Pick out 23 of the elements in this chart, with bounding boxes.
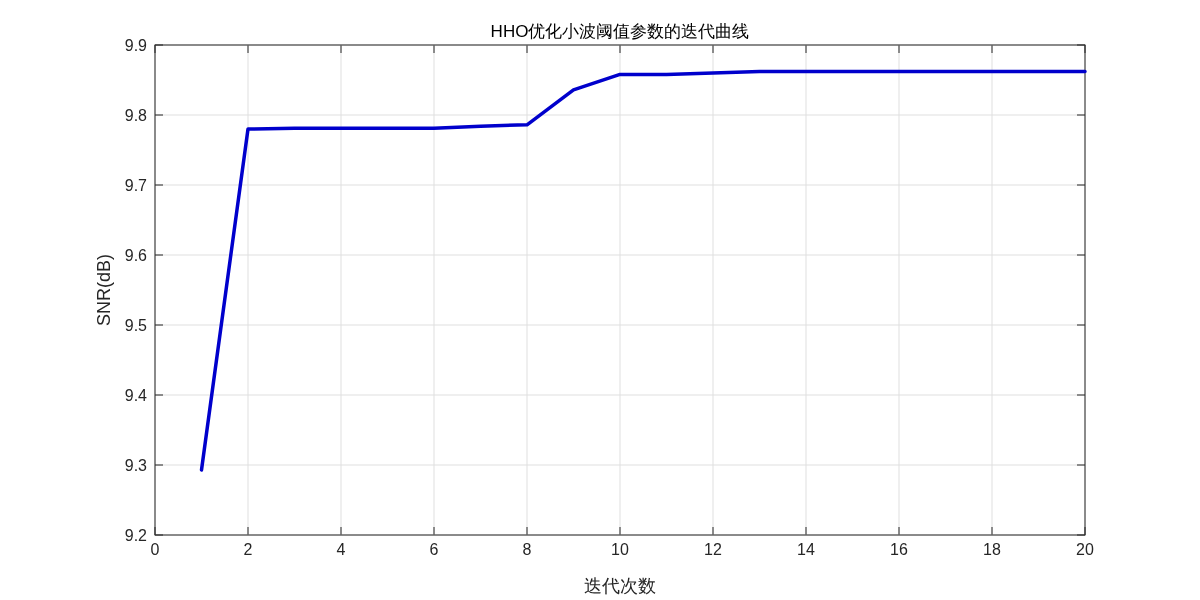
y-tick-label: 9.3 bbox=[124, 457, 148, 474]
x-tick-label: 2 bbox=[243, 541, 253, 558]
x-tick-label: 8 bbox=[522, 541, 532, 558]
y-tick-label: 9.7 bbox=[124, 177, 148, 194]
y-tick-label: 9.4 bbox=[124, 387, 148, 404]
y-tick-label: 9.9 bbox=[124, 37, 148, 54]
x-tick-label: 12 bbox=[704, 541, 722, 558]
y-tick-label: 9.2 bbox=[124, 527, 148, 544]
y-tick-label: 9.5 bbox=[124, 317, 148, 334]
x-tick-label: 0 bbox=[150, 541, 160, 558]
x-axis-title: 迭代次数 bbox=[584, 576, 656, 596]
x-tick-label: 16 bbox=[890, 541, 908, 558]
x-tick-label: 6 bbox=[429, 541, 439, 558]
x-tick-label: 4 bbox=[336, 541, 346, 558]
x-tick-label: 14 bbox=[797, 541, 815, 558]
x-tick-label: 20 bbox=[1076, 541, 1094, 558]
x-tick-label: 18 bbox=[983, 541, 1001, 558]
y-axis-title: SNR(dB) bbox=[94, 253, 114, 327]
x-tick-label: 10 bbox=[611, 541, 629, 558]
y-tick-label: 9.6 bbox=[124, 247, 148, 264]
line-series bbox=[199, 69, 1087, 472]
y-tick-label: 9.8 bbox=[124, 107, 148, 124]
chart-title: HHO优化小波阈值参数的迭代曲线 bbox=[490, 22, 750, 41]
